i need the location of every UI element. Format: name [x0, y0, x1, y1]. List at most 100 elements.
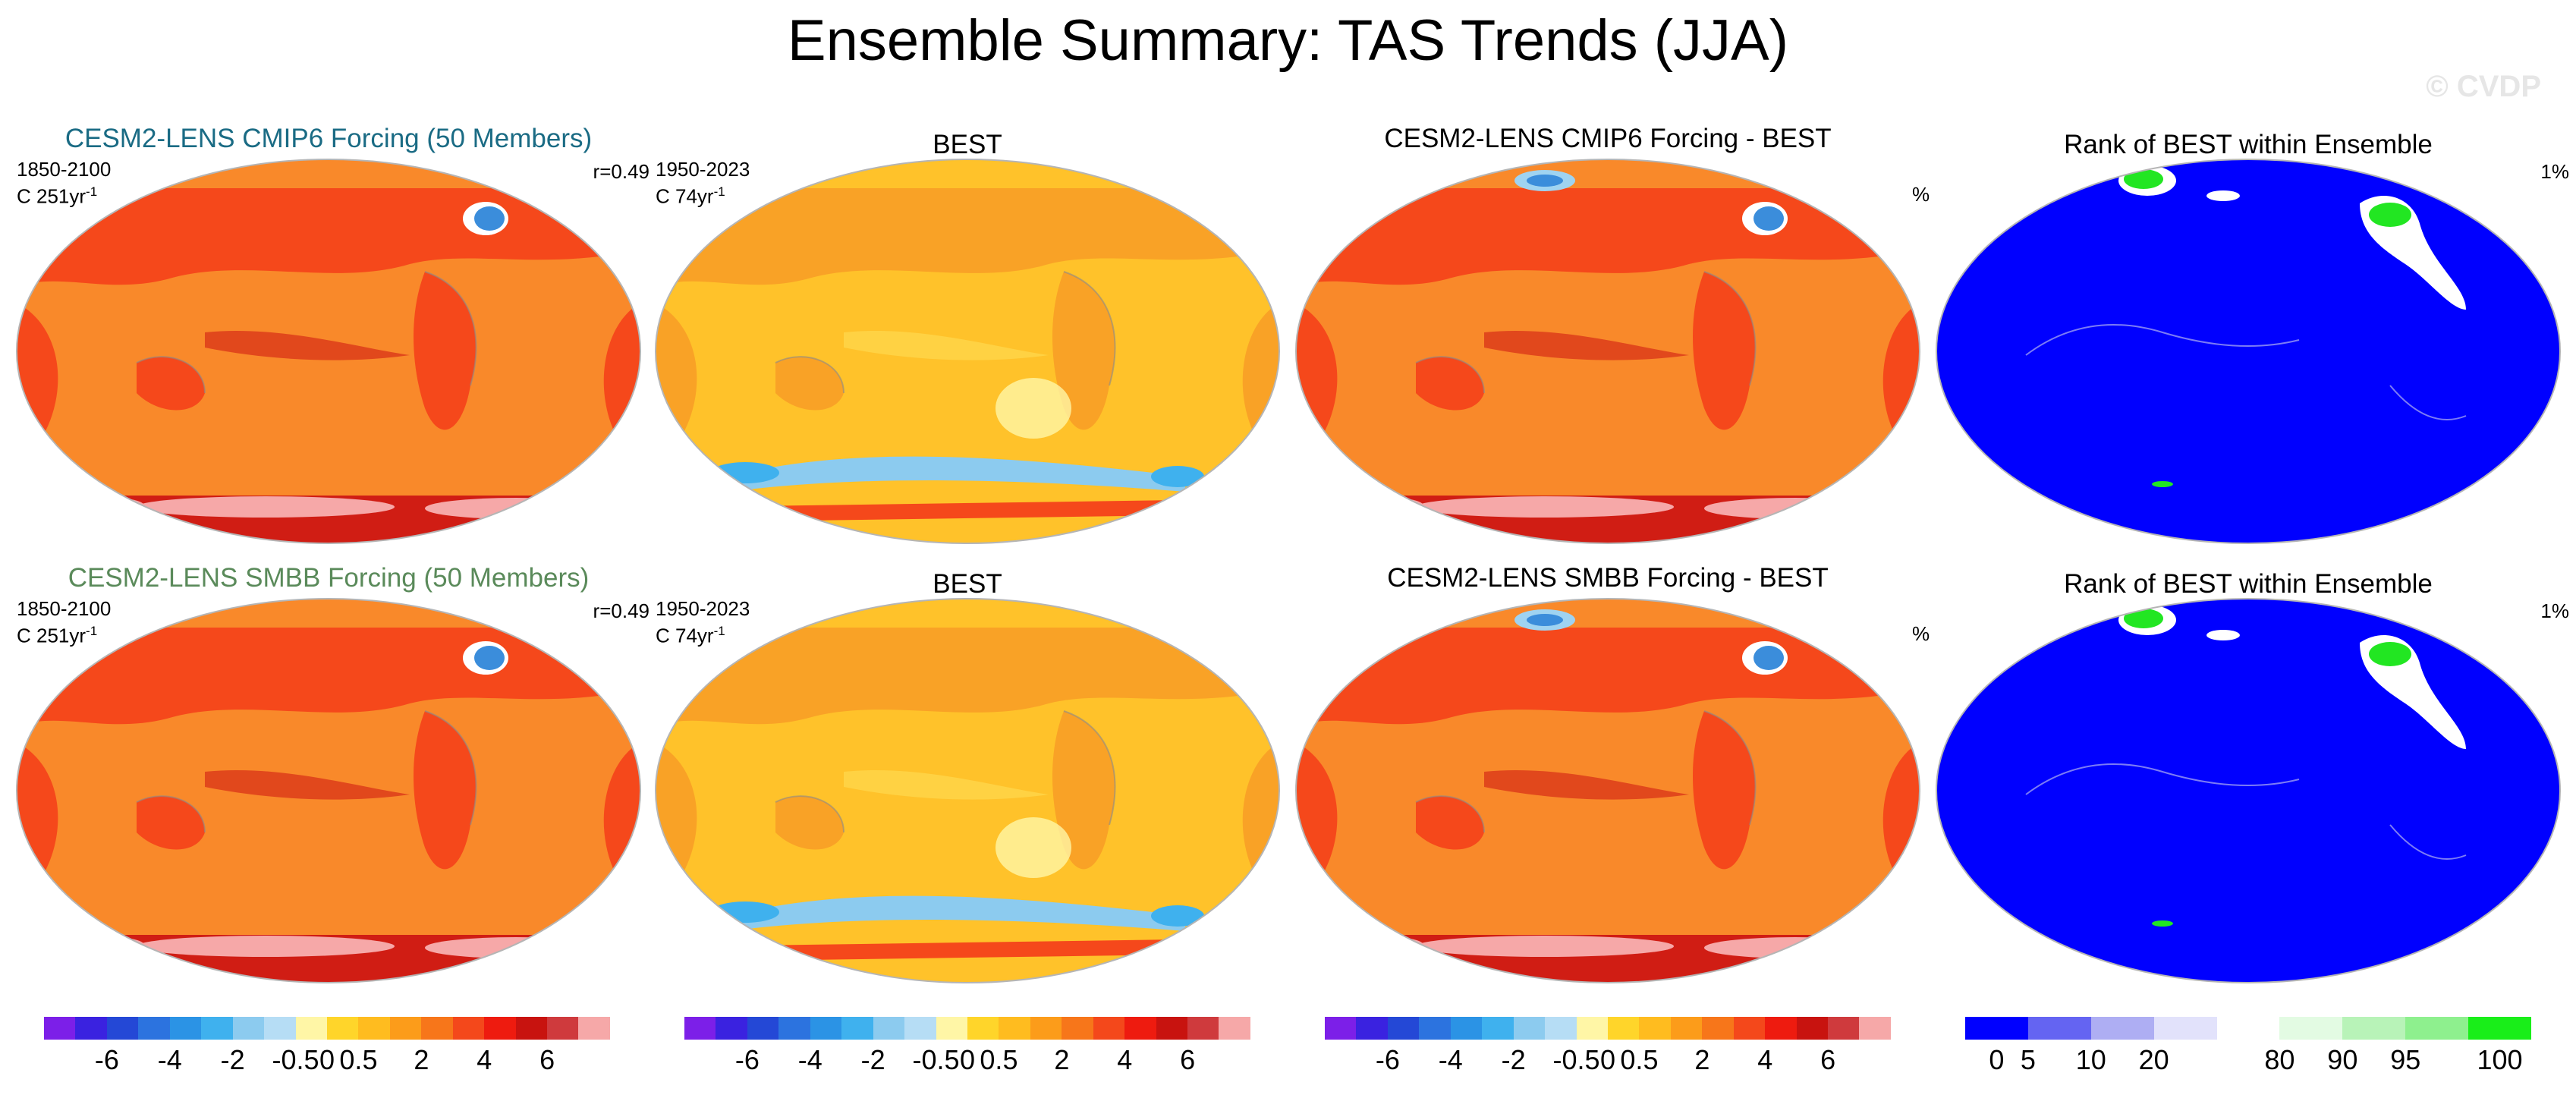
colorbar-segment: [169, 1017, 202, 1040]
colorbar-segment: [1859, 1017, 1891, 1040]
correlation-label: r=0.49: [593, 599, 650, 622]
colorbar-segment: [1156, 1017, 1187, 1040]
colorbar-segment: [1702, 1017, 1734, 1040]
panel-title: BEST: [933, 569, 1002, 599]
figure-title: Ensemble Summary: TAS Trends (JJA): [787, 8, 1789, 73]
colorbar-tick-label: -4: [157, 1044, 182, 1075]
colorbar: [1965, 1017, 2532, 1040]
map-diff-r1: [1295, 159, 1920, 544]
colorbar-tick-label: -6: [734, 1044, 760, 1075]
colorbar-tick-label: 0: [959, 1044, 976, 1075]
percent-label: 1%: [2540, 599, 2569, 622]
colorbar-segment: [1545, 1017, 1577, 1040]
colorbar-segment: [873, 1017, 905, 1040]
colorbar-segment: [2153, 1017, 2217, 1040]
trend-unit-text: C 74yr: [656, 184, 714, 208]
colorbar-segment: [264, 1017, 296, 1040]
colorbar-tick-label: 6: [1820, 1044, 1836, 1075]
unit-exponent: -1: [86, 624, 98, 638]
colorbar-tick-label: 90: [2327, 1044, 2358, 1075]
colorbar-segment: [1607, 1017, 1640, 1040]
colorbar-tick-label: 2: [1054, 1044, 1070, 1075]
trend-unit-text: C 251yr: [17, 184, 86, 208]
panel-title: Rank of BEST within Ensemble: [2064, 569, 2433, 599]
map-rank-r1: [1936, 159, 2561, 544]
colorbar-segment: [967, 1017, 999, 1040]
trend-unit-label: %: [1912, 622, 1930, 645]
colorbar-tick-label: -4: [797, 1044, 822, 1075]
colorbar-tick-label: -2: [1501, 1044, 1526, 1075]
trend-unit-text: %: [1912, 183, 1930, 206]
colorbar-segment: [547, 1017, 579, 1040]
map-model-r1: [16, 159, 641, 544]
colorbar-tick-label: 4: [1757, 1044, 1773, 1075]
colorbar-segment: [747, 1017, 779, 1040]
colorbar-segment: [1765, 1017, 1797, 1040]
colorbar-tick-label: 6: [1180, 1044, 1196, 1075]
colorbar-tick-label: -4: [1438, 1044, 1463, 1075]
colorbar-tick-label: 80: [2264, 1044, 2295, 1075]
colorbar-segment: [1419, 1017, 1451, 1040]
correlation-label: r=0.49: [593, 160, 650, 183]
colorbar-tick-label: 0: [1989, 1044, 2005, 1075]
colorbar-tick-label: -0.5: [1552, 1044, 1600, 1075]
panel-title: BEST: [933, 130, 1002, 159]
map-rank-r2: [1936, 598, 2561, 983]
colorbar-segment: [2279, 1017, 2343, 1040]
period-label: 1850-2100: [17, 597, 112, 620]
trend-unit-text: C 74yr: [656, 624, 714, 647]
colorbar-segment: [421, 1017, 453, 1040]
period-label: 1950-2023: [656, 158, 750, 181]
colorbar-tick-label: 0.5: [980, 1044, 1018, 1075]
watermark: © CVDP: [2426, 70, 2541, 103]
colorbar-tick-label: 100: [2477, 1044, 2523, 1075]
colorbar-tick-label: -2: [860, 1044, 885, 1075]
colorbar-tick-label: 2: [1694, 1044, 1710, 1075]
colorbar-segment: [1187, 1017, 1219, 1040]
colorbar-segment: [1124, 1017, 1156, 1040]
trend-unit-text: C 251yr: [17, 624, 86, 647]
colorbar-segment: [2090, 1017, 2154, 1040]
colorbar-segment: [841, 1017, 873, 1040]
colorbar-segment: [44, 1017, 76, 1040]
colorbar-segment: [2027, 1017, 2091, 1040]
colorbar-segment: [578, 1017, 610, 1040]
colorbar-segment: [716, 1017, 747, 1040]
trend-unit-label: C 251yr-1: [17, 620, 97, 647]
colorbar-tick-label: -0.5: [272, 1044, 319, 1075]
colorbar-tick-label: -0.5: [912, 1044, 960, 1075]
colorbar-segment: [358, 1017, 390, 1040]
colorbar-segment: [1639, 1017, 1671, 1040]
trend-unit-text: %: [1912, 622, 1930, 645]
colorbar-tick-label: 0: [319, 1044, 335, 1075]
colorbar-segment: [106, 1017, 139, 1040]
colorbar-tick-label: 20: [2138, 1044, 2169, 1075]
colorbar-tick-label: -2: [220, 1044, 245, 1075]
colorbar-tick-label: 5: [2020, 1044, 2036, 1075]
colorbar-tick-label: 95: [2390, 1044, 2421, 1075]
colorbar: [44, 1017, 610, 1040]
colorbar-segment: [1796, 1017, 1828, 1040]
map-diff-r2: [1295, 598, 1920, 983]
colorbar-tick-label: 4: [1117, 1044, 1133, 1075]
colorbar-segment: [810, 1017, 842, 1040]
colorbar-segment: [232, 1017, 265, 1040]
colorbar-segment: [1576, 1017, 1608, 1040]
colorbar-segment: [904, 1017, 936, 1040]
colorbar-segment: [1219, 1017, 1250, 1040]
colorbar-segment: [75, 1017, 107, 1040]
colorbar-segment: [515, 1017, 547, 1040]
unit-exponent: -1: [86, 184, 98, 199]
colorbar-segment: [389, 1017, 422, 1040]
colorbar-segment: [484, 1017, 516, 1040]
colorbar-segment: [295, 1017, 327, 1040]
unit-exponent: -1: [713, 184, 725, 199]
trend-unit-label: C 74yr-1: [656, 181, 725, 208]
colorbar-segment: [2405, 1017, 2469, 1040]
period-label: 1850-2100: [17, 158, 112, 181]
colorbar-segment: [778, 1017, 810, 1040]
panel-title: Rank of BEST within Ensemble: [2064, 130, 2433, 159]
colorbar-segment: [1093, 1017, 1125, 1040]
panel-title: CESM2-LENS CMIP6 Forcing (50 Members): [64, 124, 593, 153]
colorbar-segment: [684, 1017, 716, 1040]
